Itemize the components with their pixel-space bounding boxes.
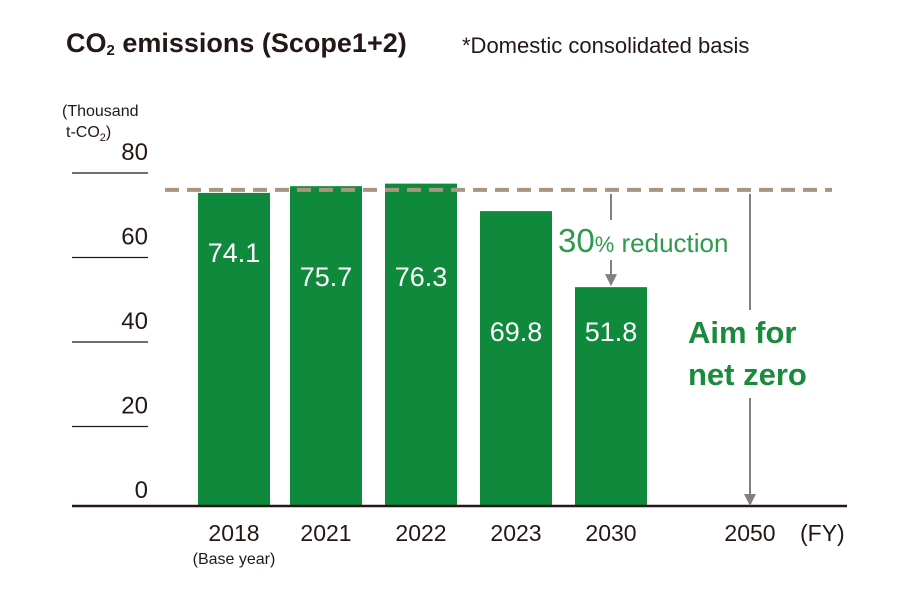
bar xyxy=(385,183,457,506)
net-zero-line2: net zero xyxy=(688,357,807,392)
bar-value-label: 75.7 xyxy=(300,262,353,292)
bars-group: 74.1 75.7 76.3 69.8 51.8 xyxy=(198,183,647,507)
x-axis-unit: (FY) xyxy=(800,520,845,546)
reduction-label: 30% reduction xyxy=(558,222,728,259)
x-tick-label: 2030 xyxy=(585,520,636,546)
unit-label-line2: t-CO2) xyxy=(66,124,111,144)
reduction-percent: % xyxy=(595,232,615,257)
reduction-text: reduction xyxy=(614,228,728,258)
unit-label-co: t-CO xyxy=(66,124,100,141)
y-tick-label: 0 xyxy=(135,477,148,504)
bar-value-label: 76.3 xyxy=(395,262,448,292)
reduction-label-bg xyxy=(553,220,693,260)
unit-label-close: ) xyxy=(106,124,111,141)
bar xyxy=(290,186,362,507)
title-subscript: 2 xyxy=(106,42,115,59)
x-axis-labels: 2018 (Base year) 2021 2022 2023 2030 2050 xyxy=(193,520,776,568)
y-tick-label: 20 xyxy=(121,393,148,420)
x-tick-sublabel: (Base year) xyxy=(193,551,276,568)
title-rest: emissions (Scope1+2) xyxy=(114,28,407,58)
x-tick-label: 2050 xyxy=(724,520,775,546)
y-tick-label: 80 xyxy=(121,139,148,166)
reduction-arrow-head xyxy=(605,274,617,287)
bar-value-label: 74.1 xyxy=(208,238,261,268)
bar xyxy=(198,192,270,507)
y-axis-ticks: 0 20 40 60 80 xyxy=(72,139,148,504)
bar-value-label: 51.8 xyxy=(585,317,638,347)
bar-value-label: 69.8 xyxy=(490,317,543,347)
chart-title: CO2 emissions (Scope1+2) xyxy=(66,28,407,59)
unit-label-line1: (Thousand xyxy=(62,103,139,120)
unit-label-subscript: 2 xyxy=(100,132,106,144)
x-tick-label: 2021 xyxy=(300,520,351,546)
x-tick-label: 2023 xyxy=(490,520,541,546)
net-zero-arrow-head xyxy=(744,494,756,506)
bar xyxy=(575,287,647,506)
y-tick-label: 60 xyxy=(121,224,148,251)
net-zero-line1: Aim for xyxy=(688,315,797,350)
y-tick-label: 40 xyxy=(121,308,148,335)
reduction-number: 30 xyxy=(558,222,595,259)
x-tick-label: 2018 xyxy=(208,520,259,546)
chart-note: *Domestic consolidated basis xyxy=(462,33,750,58)
x-tick-label: 2022 xyxy=(395,520,446,546)
title-co: CO xyxy=(66,28,107,58)
bar xyxy=(480,211,552,506)
net-zero-label-bg xyxy=(682,310,822,398)
